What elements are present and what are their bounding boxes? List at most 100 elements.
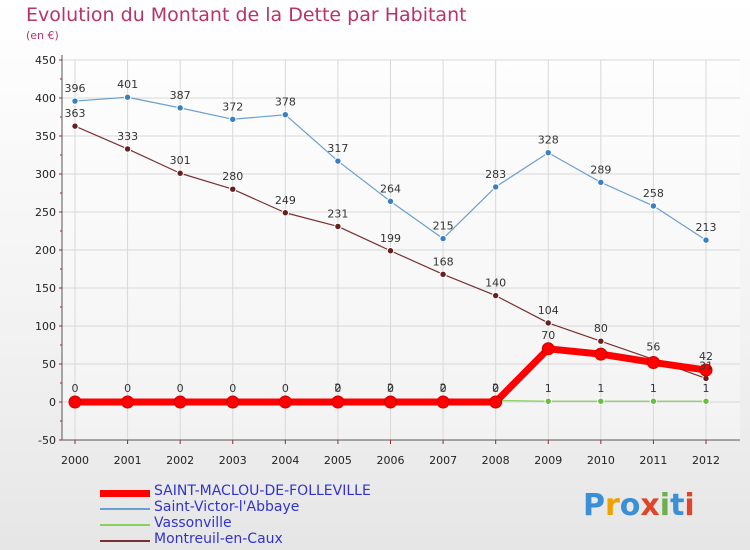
data-point bbox=[334, 222, 342, 231]
data-point bbox=[229, 115, 237, 123]
data-label: 378 bbox=[275, 96, 296, 109]
data-point bbox=[597, 337, 605, 345]
data-label: 80 bbox=[594, 322, 608, 335]
data-label: 301 bbox=[170, 154, 191, 167]
data-point bbox=[229, 185, 237, 193]
brand-logo: Proxiti bbox=[583, 488, 695, 523]
data-label: 0 bbox=[492, 382, 499, 395]
data-point bbox=[173, 395, 187, 409]
x-tick-label: 2001 bbox=[114, 454, 142, 467]
data-point bbox=[597, 178, 605, 187]
y-tick-label: 450 bbox=[35, 54, 56, 67]
data-point bbox=[702, 397, 710, 405]
data-label: 140 bbox=[485, 277, 506, 290]
data-point bbox=[278, 395, 292, 409]
legend-swatch bbox=[100, 489, 150, 497]
data-label: 199 bbox=[380, 232, 401, 245]
y-tick-label: 0 bbox=[49, 396, 56, 409]
data-point bbox=[123, 93, 132, 101]
data-point bbox=[176, 169, 184, 177]
data-label: 249 bbox=[275, 194, 296, 207]
y-tick-label: 150 bbox=[35, 282, 56, 295]
x-tick-label: 2003 bbox=[219, 454, 247, 467]
data-label: 280 bbox=[222, 170, 243, 183]
x-tick-label: 2002 bbox=[166, 454, 194, 467]
data-point bbox=[121, 395, 135, 409]
y-tick-label: 50 bbox=[42, 358, 56, 371]
data-label: 372 bbox=[222, 100, 243, 113]
data-point bbox=[436, 395, 450, 409]
data-label: 387 bbox=[170, 89, 191, 102]
legend-swatch bbox=[100, 524, 150, 526]
data-label: 396 bbox=[65, 82, 86, 95]
data-label: 1 bbox=[597, 382, 604, 395]
data-point bbox=[544, 397, 552, 405]
y-tick-label: 300 bbox=[35, 168, 56, 181]
data-point bbox=[439, 270, 447, 279]
data-point bbox=[176, 104, 184, 112]
data-label: 168 bbox=[433, 255, 454, 268]
brand-letter: x bbox=[640, 488, 660, 523]
y-tick-label: 200 bbox=[35, 244, 56, 257]
data-point bbox=[226, 395, 240, 409]
data-point bbox=[123, 145, 132, 153]
legend-swatch bbox=[100, 540, 150, 542]
data-label: 328 bbox=[538, 134, 559, 147]
x-tick-label: 2010 bbox=[587, 454, 615, 467]
brand-letter: i bbox=[684, 488, 695, 523]
data-label: 2 bbox=[334, 381, 341, 394]
x-tick-label: 2005 bbox=[324, 454, 352, 467]
data-label: 0 bbox=[387, 382, 394, 395]
data-label: 0 bbox=[124, 382, 131, 395]
legend-swatch bbox=[100, 508, 150, 510]
data-label: 31 bbox=[699, 359, 713, 372]
x-tick-label: 2012 bbox=[692, 454, 720, 467]
data-label: 56 bbox=[646, 340, 660, 353]
data-label: 2 bbox=[440, 381, 447, 394]
data-point bbox=[491, 291, 500, 300]
data-point bbox=[386, 197, 395, 206]
x-tick-label: 2009 bbox=[534, 454, 562, 467]
legend-label: Saint-Victor-l'Abbaye bbox=[154, 499, 300, 515]
x-tick-label: 2011 bbox=[639, 454, 667, 467]
x-tick-label: 2006 bbox=[377, 454, 405, 467]
chart-subtitle: (en €) bbox=[26, 29, 59, 42]
data-point bbox=[489, 395, 503, 409]
legend-label: Vassonville bbox=[154, 515, 232, 531]
data-label: 70 bbox=[541, 329, 555, 342]
data-point bbox=[71, 97, 79, 105]
data-label: 1 bbox=[650, 382, 657, 395]
data-label: 1 bbox=[545, 382, 552, 395]
data-label: 0 bbox=[72, 382, 79, 395]
x-tick-label: 2004 bbox=[271, 454, 299, 467]
y-tick-label: 100 bbox=[35, 320, 56, 333]
brand-letter: P bbox=[583, 488, 605, 523]
data-point bbox=[649, 397, 658, 405]
data-point bbox=[281, 111, 290, 119]
data-label: 333 bbox=[117, 130, 138, 143]
data-label: 1 bbox=[703, 382, 710, 395]
brand-letter: i bbox=[659, 488, 671, 523]
data-point bbox=[597, 397, 605, 405]
data-point bbox=[649, 202, 658, 210]
data-point bbox=[541, 342, 555, 356]
data-label: 0 bbox=[229, 382, 236, 395]
data-point bbox=[544, 319, 552, 327]
data-label: 0 bbox=[282, 382, 289, 395]
data-label: 317 bbox=[327, 142, 348, 155]
data-label: 289 bbox=[590, 163, 611, 176]
y-tick-label: 250 bbox=[35, 206, 56, 219]
data-label: 264 bbox=[380, 182, 401, 195]
y-tick-label: -50 bbox=[38, 434, 56, 447]
data-label: 2 bbox=[387, 381, 394, 394]
y-tick-label: 350 bbox=[35, 130, 56, 143]
y-tick-label: 400 bbox=[35, 92, 56, 105]
data-label: 283 bbox=[485, 168, 506, 181]
legend-label: Montreuil-en-Caux bbox=[154, 531, 283, 547]
data-point bbox=[334, 157, 342, 165]
data-point bbox=[594, 347, 608, 361]
data-point bbox=[646, 355, 660, 369]
data-label: 258 bbox=[643, 187, 664, 200]
